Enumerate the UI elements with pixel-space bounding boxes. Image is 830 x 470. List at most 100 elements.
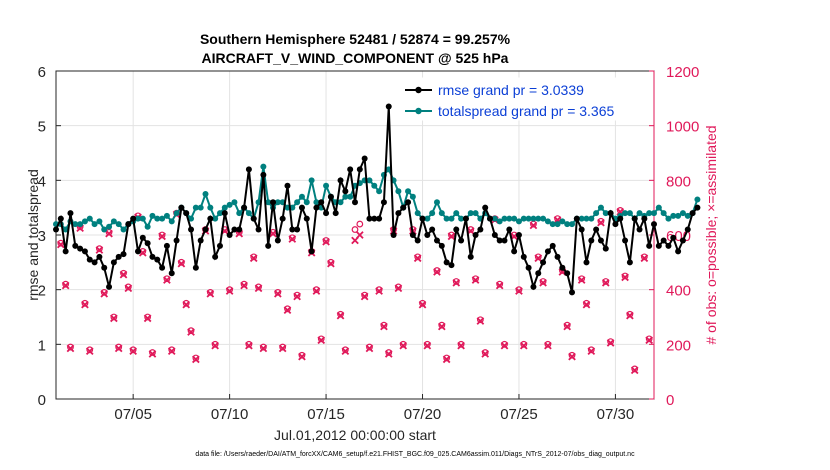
assimilated-cross-stroke xyxy=(355,231,364,239)
totalspread-point xyxy=(86,215,93,222)
rmse-point xyxy=(371,215,378,222)
assimilated-obs-point xyxy=(630,366,639,375)
assimilated-obs-point xyxy=(515,287,523,295)
assimilated-cross-stroke xyxy=(384,350,393,358)
y-axis-label-right: # of obs: o=possible; ×=assimilated xyxy=(703,125,719,344)
totalspread-point xyxy=(323,182,330,189)
assimilated-cross-stroke xyxy=(110,314,118,323)
assimilated-obs-point xyxy=(81,300,89,309)
totalspread-point xyxy=(62,226,69,233)
possible-obs-point xyxy=(81,299,89,307)
rmse-point xyxy=(366,215,373,222)
x-tick-label: 07/20 xyxy=(404,406,442,423)
rmse-point xyxy=(689,210,696,217)
assimilated-cross-stroke xyxy=(360,292,369,301)
rmse-point xyxy=(443,259,450,266)
possible-obs-point xyxy=(158,231,166,239)
rmse-point xyxy=(583,259,590,266)
totalspread-point xyxy=(173,210,180,217)
assimilated-obs-point xyxy=(100,289,109,298)
assimilated-obs-point xyxy=(577,276,586,284)
rmse-point xyxy=(593,226,600,233)
possible-obs-point xyxy=(472,275,479,283)
totalspread-point xyxy=(303,199,310,206)
totalspread-point xyxy=(221,204,228,211)
rmse-point xyxy=(303,215,310,222)
totalspread-point xyxy=(694,196,701,203)
possible-obs-point xyxy=(631,365,639,373)
totalspread-point xyxy=(525,215,532,222)
assimilated-obs-point xyxy=(322,237,330,246)
totalspread-point xyxy=(207,204,214,211)
possible-obs-point xyxy=(250,253,258,261)
rmse-point xyxy=(318,199,325,206)
assimilated-obs-point xyxy=(500,341,509,350)
rmse-point xyxy=(390,232,397,238)
possible-obs-point xyxy=(380,321,388,329)
assimilated-obs-point xyxy=(582,300,591,309)
totalspread-point xyxy=(414,210,421,217)
totalspread-point xyxy=(81,218,88,225)
possible-obs-point xyxy=(395,283,402,291)
rmse-point xyxy=(573,215,580,222)
totalspread-point xyxy=(376,188,383,195)
assimilated-cross-stroke xyxy=(457,341,465,350)
assimilated-cross-stroke xyxy=(519,341,528,350)
totalspread-point xyxy=(366,177,373,184)
totalspread-point xyxy=(260,163,267,170)
rmse-point xyxy=(154,256,161,263)
rmse-point xyxy=(284,182,291,189)
totalspread-point xyxy=(115,221,122,228)
rmse-point xyxy=(520,253,527,260)
assimilated-obs-point xyxy=(413,254,422,263)
totalspread-point xyxy=(216,210,223,217)
y-tick-label-right: 0 xyxy=(666,392,674,409)
assimilated-cross-stroke xyxy=(471,276,480,284)
legend-marker-rmse xyxy=(415,86,422,94)
assimilated-cross-stroke xyxy=(192,355,200,364)
totalspread-point xyxy=(424,215,431,222)
assimilated-cross-stroke xyxy=(206,289,215,298)
totalspread-point xyxy=(569,221,576,228)
rmse-point xyxy=(400,204,407,211)
rmse-point xyxy=(294,226,301,233)
rmse-point xyxy=(72,242,79,249)
assimilated-obs-point xyxy=(269,229,277,238)
possible-obs-point xyxy=(438,321,446,329)
rmse-point xyxy=(289,226,296,233)
assimilated-cross-stroke xyxy=(298,352,306,361)
rmse-point xyxy=(115,253,122,260)
possible-obs-point xyxy=(433,267,441,274)
totalspread-point xyxy=(120,226,127,233)
assimilated-cross-stroke xyxy=(211,341,219,350)
totalspread-point xyxy=(670,212,677,219)
assimilated-cross-stroke xyxy=(187,328,195,336)
assimilated-cross-stroke xyxy=(568,352,576,361)
rmse-point xyxy=(313,204,320,211)
totalspread-point xyxy=(675,212,682,219)
totalspread-point xyxy=(308,177,315,184)
assimilated-obs-point xyxy=(327,259,335,268)
totalspread-point xyxy=(106,223,113,230)
assimilated-obs-point xyxy=(129,347,137,356)
y-tick-label-left: 0 xyxy=(38,392,46,409)
rmse-point xyxy=(588,237,595,244)
assimilated-obs-point xyxy=(66,344,75,353)
possible-obs-point xyxy=(192,354,200,362)
assimilated-cross-stroke xyxy=(240,281,248,290)
totalspread-point xyxy=(274,199,281,206)
possible-obs-point xyxy=(62,280,70,288)
totalspread-point xyxy=(544,218,551,225)
totalspread-point xyxy=(535,215,542,222)
assimilated-cross-stroke xyxy=(129,347,137,356)
rmse-point xyxy=(622,237,629,244)
totalspread-point xyxy=(554,221,561,228)
assimilated-cross-stroke xyxy=(495,281,504,290)
possible-obs-point xyxy=(515,286,523,294)
assimilated-obs-point xyxy=(418,300,427,309)
possible-obs-point xyxy=(597,217,605,225)
totalspread-point xyxy=(409,193,416,200)
assimilated-cross-stroke xyxy=(259,344,268,353)
totalspread-point xyxy=(636,210,643,217)
